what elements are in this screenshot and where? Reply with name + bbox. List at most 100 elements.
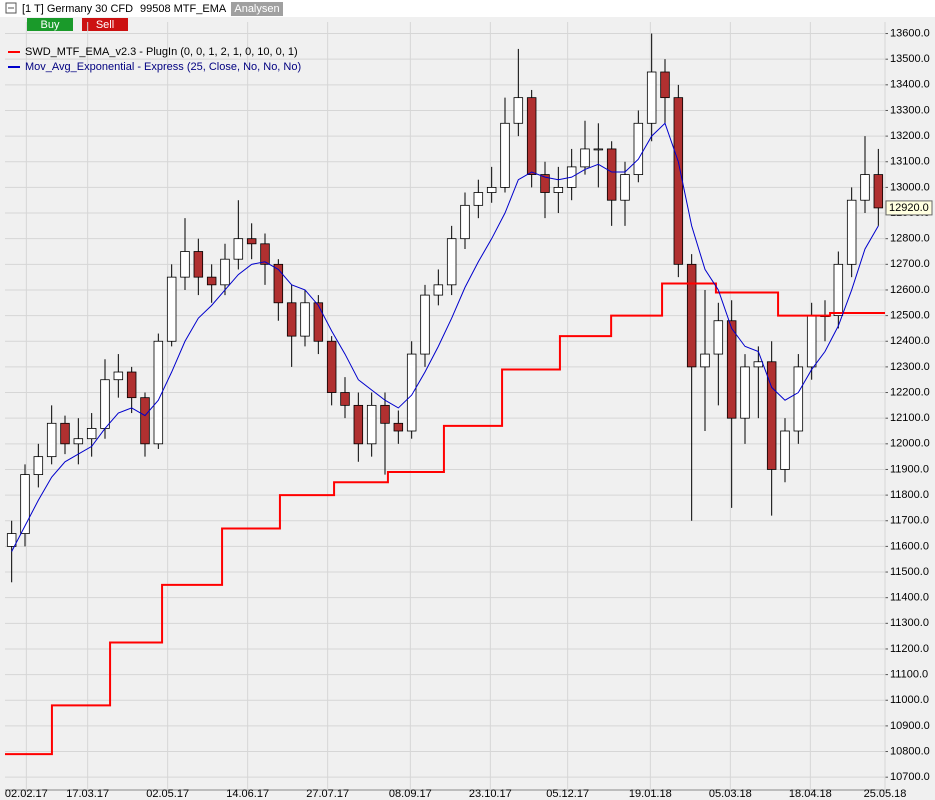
y-tick-label: 12400.0 <box>890 335 930 347</box>
candle-body <box>420 294 430 355</box>
y-tick-label: 11900.0 <box>890 463 929 475</box>
y-tick-label: 13100.0 <box>890 156 930 168</box>
y-tick-label: 10700.0 <box>890 771 930 783</box>
y-tick-label: 11500.0 <box>890 566 929 578</box>
candle-body <box>700 353 710 368</box>
candle-body <box>500 122 510 188</box>
candle-body <box>806 315 817 368</box>
x-tick-label: 27.07.17 <box>306 788 349 800</box>
y-tick-label: 11000.0 <box>890 694 929 706</box>
candle-body <box>340 392 350 406</box>
candle-body <box>353 404 364 445</box>
candle-body <box>793 366 804 432</box>
candle-body <box>313 302 324 342</box>
candle-body <box>873 174 884 209</box>
legend-entry: Mov_Avg_Exponential - Express (25, Close… <box>25 61 301 73</box>
y-tick-label: 12300.0 <box>890 361 930 373</box>
candle-body <box>380 404 390 424</box>
buy-button[interactable] <box>27 18 73 31</box>
candle-body <box>606 148 617 201</box>
y-tick-label: 13500.0 <box>890 53 930 65</box>
candle-body <box>633 122 644 175</box>
candle-body <box>833 263 844 317</box>
instrument: [1 T] Germany 30 CFD <box>22 3 133 15</box>
x-tick-label: 08.09.17 <box>389 788 432 800</box>
candle-body <box>780 430 790 470</box>
candle-body <box>273 263 284 304</box>
candle-body <box>60 422 70 445</box>
y-tick-label: 11700.0 <box>890 515 929 527</box>
y-tick-label: 11100.0 <box>890 669 928 681</box>
candle-body <box>406 353 417 432</box>
candle-body <box>726 320 737 419</box>
candle-body <box>20 474 30 534</box>
candle-body <box>153 340 164 445</box>
candle-body <box>686 263 697 368</box>
candle-body <box>73 438 84 445</box>
candle-body <box>486 186 497 193</box>
candle-body <box>366 404 377 445</box>
candle-body <box>433 284 444 296</box>
y-tick-label: 12200.0 <box>890 386 930 398</box>
y-tick-label: 11800.0 <box>890 489 929 501</box>
candle-body <box>540 174 550 193</box>
analysis-button-label: Analysen <box>234 3 279 15</box>
candle-body <box>6 533 17 547</box>
sell-button-label: Sell <box>96 19 114 31</box>
buy-button-label: Buy <box>41 19 60 31</box>
candle-body <box>100 379 110 429</box>
candle-body <box>46 422 57 458</box>
candle-body <box>446 238 457 286</box>
y-tick-label: 12700.0 <box>890 258 930 270</box>
candle-body <box>526 97 537 175</box>
candle-body <box>86 428 97 440</box>
candle-body <box>113 371 124 381</box>
y-tick-label: 11200.0 <box>890 643 929 655</box>
analysis-button[interactable] <box>231 2 283 16</box>
y-tick-label: 12800.0 <box>890 233 930 245</box>
candle-body <box>220 258 230 286</box>
candle-body <box>300 302 310 337</box>
x-tick-label: 25.05.18 <box>864 788 907 800</box>
y-tick-label: 10900.0 <box>890 720 930 732</box>
x-tick-label: 02.02.17 <box>5 788 48 800</box>
candle-body <box>593 148 604 151</box>
candle-body <box>326 340 337 393</box>
candle-body <box>753 361 764 368</box>
sell-button[interactable] <box>82 18 128 31</box>
candle-body <box>33 456 44 475</box>
x-tick-label: 19.01.18 <box>629 788 672 800</box>
candle-body <box>246 238 257 245</box>
y-tick-label: 12100.0 <box>890 412 930 424</box>
candle-body <box>393 422 404 432</box>
candle-body <box>846 199 857 265</box>
candle-body <box>553 186 564 193</box>
indicator-line <box>11 122 879 552</box>
candle-body <box>286 302 297 337</box>
x-tick-label: 23.10.17 <box>469 788 512 800</box>
y-tick-label: 13200.0 <box>890 130 930 142</box>
y-tick-label: 13000.0 <box>890 181 930 193</box>
candle-body <box>126 371 137 399</box>
candle-body <box>580 148 590 168</box>
last-price-label: 12920.0 <box>889 202 929 214</box>
candle-body <box>620 174 630 201</box>
candle-body <box>166 276 177 342</box>
candle-body <box>673 97 684 265</box>
candle-body <box>646 71 657 124</box>
candle-body <box>766 361 777 470</box>
candle-body <box>860 174 870 201</box>
x-tick-label: 17.03.17 <box>66 788 109 800</box>
y-tick-label: 12600.0 <box>890 284 930 296</box>
candle-body <box>740 366 750 419</box>
last-price-box <box>885 200 933 216</box>
y-tick-label: 13600.0 <box>890 27 930 39</box>
x-tick-label: 05.12.17 <box>546 788 589 800</box>
candle-body <box>513 97 524 124</box>
y-tick-label: 10800.0 <box>890 745 930 757</box>
x-tick-label: 14.06.17 <box>226 788 269 800</box>
y-tick-label: 11400.0 <box>890 592 929 604</box>
candle-body <box>206 276 217 286</box>
